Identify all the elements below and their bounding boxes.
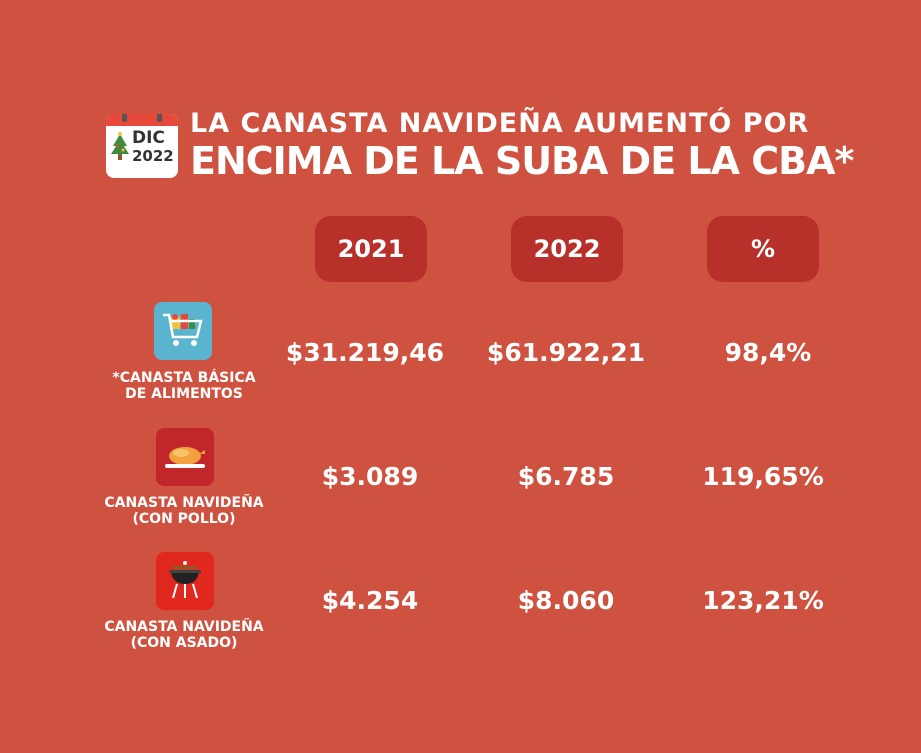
value-2021: $4.254	[321, 586, 419, 615]
value-2022: $61.922,21	[486, 338, 646, 367]
header-2021: 2021	[315, 216, 427, 282]
grill-icon	[156, 552, 214, 610]
value-2022: $6.785	[517, 462, 615, 491]
christmas-tree-icon	[111, 132, 129, 160]
row-label-line2: (CON POLLO)	[132, 511, 236, 527]
header-percent: %	[707, 216, 819, 282]
value-2021: $3.089	[321, 462, 419, 491]
value-2021: $31.219,46	[285, 338, 445, 367]
value-percent: 123,21%	[702, 586, 824, 615]
value-percent: 98,4%	[724, 338, 812, 367]
calendar-icon: DIC 2022	[106, 114, 178, 178]
row-label-pollo: CANASTA NAVIDEÑA (CON POLLO)	[84, 495, 284, 527]
title-line-1: LA CANASTA NAVIDEÑA AUMENTÓ POR	[190, 108, 810, 139]
value-2022: $8.060	[517, 586, 615, 615]
row-label-line1: *CANASTA BÁSICA	[112, 370, 256, 386]
row-label-asado: CANASTA NAVIDEÑA (CON ASADO)	[84, 619, 284, 651]
value-percent: 119,65%	[702, 462, 824, 491]
row-label-line1: CANASTA NAVIDEÑA	[104, 619, 264, 635]
roast-chicken-icon	[156, 428, 214, 486]
title-line-2: ENCIMA DE LA SUBA DE LA CBA*	[190, 139, 854, 183]
shopping-cart-icon	[154, 302, 212, 360]
title-block: DIC 2022 LA CANASTA NAVIDEÑA AUMENTÓ POR…	[106, 106, 866, 186]
calendar-month: DIC	[132, 128, 165, 148]
row-label-line2: (CON ASADO)	[130, 635, 238, 651]
row-label-line1: CANASTA NAVIDEÑA	[104, 495, 264, 511]
header-2022: 2022	[511, 216, 623, 282]
row-label-line2: DE ALIMENTOS	[125, 386, 243, 402]
calendar-year: 2022	[132, 147, 174, 165]
row-label-cba: *CANASTA BÁSICA DE ALIMENTOS	[84, 370, 284, 402]
